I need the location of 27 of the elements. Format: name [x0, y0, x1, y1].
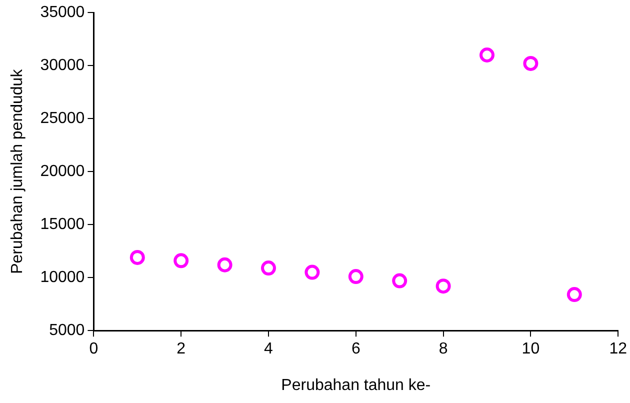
point: [174, 253, 189, 268]
y-tick-label: 35000: [40, 4, 85, 22]
y-tick-label: 15000: [40, 216, 85, 234]
point: [566, 287, 582, 302]
x-tick-label: 10: [522, 340, 540, 358]
y-tick-label: 20000: [40, 163, 85, 180]
point: [480, 48, 494, 62]
x-tick-label: 6: [351, 340, 360, 358]
x-tick-label: 2: [176, 340, 186, 358]
y-tick-label: 30000: [40, 57, 85, 74]
y-tick-label: 5000: [49, 322, 85, 340]
x-tick-label: 0: [89, 340, 98, 358]
point: [436, 278, 451, 294]
y-axis-title: Perubahan jumlah penduduk: [9, 68, 26, 274]
x-tick-label: 4: [264, 340, 274, 358]
y-tick-label: 10000: [40, 269, 85, 286]
point: [523, 56, 538, 71]
x-tick-label: 12: [609, 340, 628, 358]
point: [260, 260, 276, 276]
point: [217, 257, 232, 272]
x-tick-label: 8: [438, 340, 448, 358]
x-axis-title: Perubahan tahun ke-: [281, 376, 431, 394]
point: [348, 269, 364, 284]
y-tick-label: 25000: [40, 110, 85, 128]
point: [304, 264, 320, 280]
point: [392, 273, 408, 288]
point: [130, 250, 145, 265]
